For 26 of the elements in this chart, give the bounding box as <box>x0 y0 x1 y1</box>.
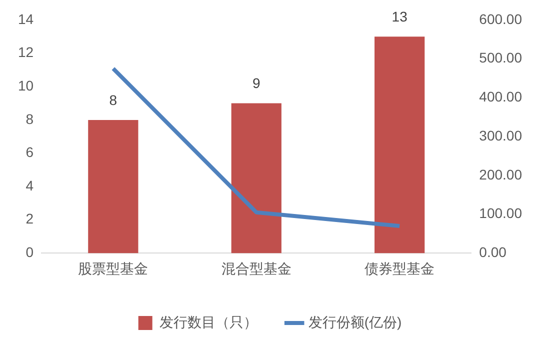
y-tick-label: 10 <box>18 77 34 94</box>
y-tick-label: 0 <box>26 244 34 260</box>
bar <box>374 36 425 254</box>
y2-tick-label: 400.00 <box>479 88 522 105</box>
bar <box>231 103 282 254</box>
y-tick-label: 4 <box>26 177 34 194</box>
y-tick-label: 12 <box>18 44 34 60</box>
bar <box>88 120 138 254</box>
legend-label: 发行数目（只） <box>159 314 258 330</box>
legend-label: 发行份额(亿份) <box>308 314 402 330</box>
data-label: 13 <box>392 8 408 25</box>
y2-tick-label: 600.00 <box>479 10 522 27</box>
y2-tick-label: 0.00 <box>479 244 507 260</box>
y-tick-label: 6 <box>26 144 34 160</box>
data-label: 8 <box>109 92 118 108</box>
x-tick-label: 股票型基金 <box>78 260 148 276</box>
y-tick-label: 14 <box>18 10 34 27</box>
x-tick-label: 混合型基金 <box>221 260 292 276</box>
data-label: 9 <box>252 75 260 92</box>
y2-tick-label: 100.00 <box>479 205 522 222</box>
y2-tick-label: 300.00 <box>479 127 522 144</box>
x-tick-label: 债券型基金 <box>364 260 435 276</box>
y-tick-label: 8 <box>26 110 34 127</box>
y-tick-label: 2 <box>26 210 34 227</box>
y2-tick-label: 200.00 <box>479 166 522 182</box>
y2-tick-label: 500.00 <box>479 50 522 66</box>
